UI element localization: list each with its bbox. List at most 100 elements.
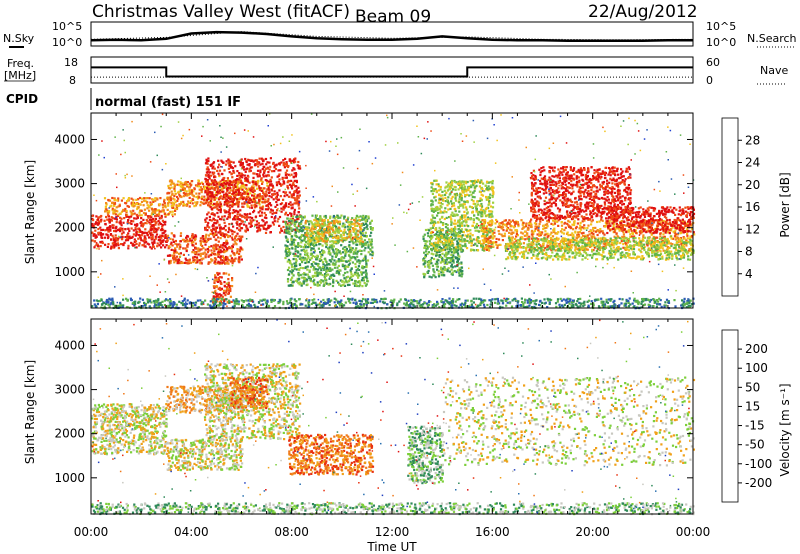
power-cell xyxy=(216,219,219,222)
power-cell xyxy=(127,205,130,208)
power-cell xyxy=(479,226,482,230)
power-cell xyxy=(653,228,656,231)
power-cell xyxy=(253,193,256,196)
power-cell xyxy=(456,258,459,261)
power-cell xyxy=(454,251,457,254)
power-cell xyxy=(348,254,351,257)
power-cell xyxy=(458,271,461,275)
power-cell xyxy=(294,264,297,268)
power-cell xyxy=(329,253,332,256)
power-cell xyxy=(143,199,146,202)
power-cell xyxy=(449,192,452,195)
power-cell xyxy=(344,226,347,229)
power-cell xyxy=(286,181,289,184)
power-cell xyxy=(321,273,324,277)
power-cell xyxy=(259,169,262,172)
power-cell xyxy=(285,161,288,164)
power-cell xyxy=(171,210,174,213)
power-cell xyxy=(283,195,286,198)
power-cell xyxy=(210,163,213,166)
power-cell xyxy=(151,208,154,211)
power-cell xyxy=(236,223,239,226)
power-cell xyxy=(184,257,187,260)
power-cell xyxy=(217,240,220,243)
power-cell xyxy=(371,252,375,255)
power-cell xyxy=(305,261,309,264)
power-cell xyxy=(304,261,307,264)
power-cell xyxy=(127,219,130,222)
power-cell xyxy=(440,266,443,269)
power-cell xyxy=(217,183,221,186)
power-cell xyxy=(229,284,232,288)
power-cell xyxy=(111,216,114,220)
power-cell xyxy=(295,188,298,191)
power-cell xyxy=(451,181,454,184)
power-cell xyxy=(316,220,319,223)
power-cell xyxy=(238,187,241,190)
power-cell xyxy=(493,235,496,238)
power-cell xyxy=(422,272,425,275)
power-cell xyxy=(213,179,216,182)
power-cell xyxy=(160,222,163,226)
power-cell xyxy=(443,238,446,241)
power-cell xyxy=(250,223,253,226)
power-cell xyxy=(332,249,335,252)
power-cell xyxy=(310,235,313,238)
power-cell xyxy=(489,216,492,219)
power-cell xyxy=(430,247,433,251)
power-cell xyxy=(302,246,305,249)
power-cell xyxy=(356,235,359,238)
power-cell xyxy=(226,177,229,180)
power-cell xyxy=(357,265,360,268)
power-cell xyxy=(447,196,450,199)
power-cell xyxy=(178,262,181,265)
power-cell xyxy=(114,244,118,247)
power-cell xyxy=(245,184,248,187)
power-cell xyxy=(460,249,463,252)
power-cell xyxy=(211,203,214,207)
power-cell xyxy=(343,256,346,259)
freq-label: Freq. xyxy=(7,57,34,70)
power-cell xyxy=(122,197,125,200)
power-cell xyxy=(183,261,187,264)
power-cell xyxy=(193,188,196,191)
power-cell xyxy=(252,176,255,179)
power-cell xyxy=(439,194,443,197)
power-cell xyxy=(656,221,659,225)
power-cell xyxy=(314,216,317,219)
power-cell xyxy=(500,233,503,236)
power-cell xyxy=(141,232,144,235)
power-cell xyxy=(140,200,144,203)
power-cell xyxy=(371,254,374,257)
power-cell xyxy=(307,255,310,258)
power-cell xyxy=(122,231,125,234)
power-cell xyxy=(182,247,185,250)
power-cell xyxy=(303,215,306,218)
power-cell xyxy=(210,186,213,190)
power-cell xyxy=(291,284,294,287)
power-cell xyxy=(319,216,322,220)
power-cell xyxy=(431,207,434,210)
power-cell xyxy=(462,206,465,209)
power-cell xyxy=(107,236,110,240)
power-cell xyxy=(459,222,462,226)
power-cell xyxy=(316,230,319,233)
cpid-text: normal (fast) 151 IF xyxy=(95,95,241,110)
power-cell xyxy=(273,211,276,215)
power-cell xyxy=(627,230,630,233)
power-cell xyxy=(174,183,177,186)
power-cell xyxy=(249,216,252,219)
power-cell xyxy=(298,255,301,258)
power-cell xyxy=(452,254,455,257)
power-cell xyxy=(601,230,604,233)
power-cell xyxy=(462,231,465,234)
power-cell xyxy=(103,197,107,200)
power-cell xyxy=(247,205,251,208)
power-cell xyxy=(356,274,359,277)
power-cell xyxy=(207,261,210,264)
power-cell xyxy=(208,195,211,198)
power-cell xyxy=(252,189,255,193)
power-cell xyxy=(99,240,102,244)
power-cell xyxy=(184,203,187,206)
power-cell xyxy=(207,183,210,186)
